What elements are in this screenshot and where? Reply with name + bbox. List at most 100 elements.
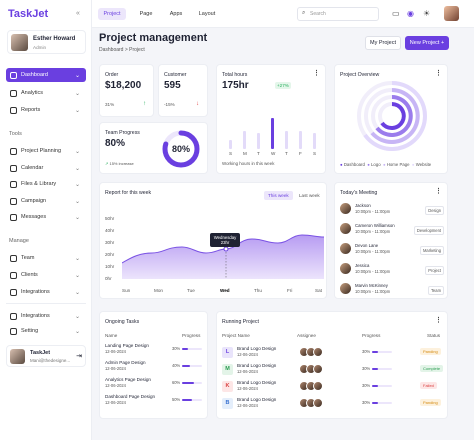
nav-integrations-bottom[interactable]: Integrations ⌄ [6, 309, 86, 323]
nav-reports[interactable]: Reports ⌄ [6, 103, 86, 117]
legend-dot: ● [340, 162, 343, 167]
breadcrumb[interactable]: Dashboard > Project [99, 47, 145, 53]
nav-messages[interactable]: Messages ⌄ [6, 210, 86, 224]
nav-team[interactable]: Team ⌄ [6, 251, 86, 265]
team-progress-label: Team Progress [105, 130, 140, 136]
task-row[interactable]: Admin Page Design 12-06-2024 40% [105, 360, 205, 375]
meeting-title: Today's Meeting [340, 190, 378, 196]
meeting-row[interactable]: Jackson 10:00pm - 11:00pm Design [340, 202, 444, 219]
project-progress-bar [372, 402, 392, 404]
project-date: 12-06-2024 [237, 386, 258, 391]
ring-label: 80% [172, 144, 190, 154]
meeting-tag: Team [427, 286, 444, 295]
avatar[interactable] [444, 6, 459, 21]
meeting-name: Marvin McKinney [355, 283, 388, 288]
legend-dot: ● [383, 162, 386, 167]
tab-apps[interactable]: Apps [169, 11, 183, 17]
collapse-icon[interactable]: « [76, 10, 80, 17]
overview-arc-website [363, 81, 427, 151]
user-box[interactable]: TaskJet Mani@thedesigne... ⇥ [6, 345, 86, 367]
meeting-row[interactable]: Devon Lane 10:00pm - 11:00pm Marketing [340, 242, 444, 259]
nav-dashboard[interactable]: Dashboard ⌄ [6, 68, 86, 82]
nav-clients[interactable]: Clients ⌄ [6, 268, 86, 282]
nav-setting[interactable]: Setting ⌄ [6, 324, 86, 338]
search-icon: ⌕ [302, 10, 306, 16]
project-letter-badge: L [222, 347, 233, 358]
legend-dot: ● [367, 162, 370, 167]
nav-analytics[interactable]: Analytics ⌄ [6, 86, 86, 100]
dashboard-icon [10, 71, 17, 79]
more-icon[interactable]: ⋮ [435, 317, 442, 324]
my-project-button[interactable]: My Project [365, 36, 401, 50]
task-row[interactable]: Landing Page Design 12-06-2024 30% [105, 343, 205, 358]
total-hours-card: Total hours 175hr +27% ⋮ S M T W T F S Working… [216, 64, 326, 174]
avatar [313, 347, 323, 357]
chat-icon[interactable]: ▭ [392, 9, 400, 18]
task-progress-fill [182, 382, 194, 384]
nav-project-planning[interactable]: Project Planning ⌄ [6, 144, 86, 158]
project-name: Brand Logo Design [237, 380, 277, 385]
task-row[interactable]: Dashboard Page Design 12-06-2024 50% [105, 394, 205, 409]
avatar [313, 364, 323, 374]
x-tick: Fri [287, 288, 293, 293]
task-progress-bar [182, 399, 202, 401]
sun-icon[interactable]: ☀ [423, 9, 431, 18]
analytics-icon [10, 89, 17, 97]
hours-bar [243, 131, 246, 149]
avatar [11, 34, 28, 51]
more-icon[interactable]: ⋮ [435, 70, 442, 77]
meeting-row[interactable]: Jessica 10:00pm - 11:00pm Project [340, 262, 444, 279]
logout-icon[interactable]: ⇥ [76, 353, 82, 360]
total-hours-value: 175hr [222, 80, 249, 91]
running-row[interactable]: K Brand Logo Design 12-06-2024 30% Failed [222, 380, 444, 395]
running-row[interactable]: L Brand Logo Design 12-06-2024 30% Panding [222, 346, 444, 361]
task-pct: 40% [172, 363, 181, 368]
task-progress-fill [182, 348, 188, 350]
assignee-avatars [299, 364, 325, 374]
nav-files[interactable]: Files & Library ⌄ [6, 177, 86, 191]
task-progress-fill [182, 365, 190, 367]
hours-bar [299, 131, 302, 149]
meeting-time: 10:00pm - 11:00pm [355, 209, 391, 214]
meeting-row[interactable]: Marvin McKinney 10:00pm - 11:00pm Team [340, 282, 444, 299]
customer-value: 595 [164, 80, 181, 91]
sidebar: TaskJet « Esther Howard Admin Dashboard ⌄… [0, 0, 92, 440]
trend-icon: ↗ [105, 161, 110, 166]
order-value: $18,200 [105, 80, 142, 91]
team-progress-sub: ↗ 15% increase [105, 161, 134, 166]
tab-project[interactable]: Project [98, 8, 126, 20]
running-row[interactable]: B Brand Logo Design 12-06-2024 30% Panding [222, 397, 444, 412]
project-name: Brand Logo Design [237, 346, 277, 351]
notification-icon[interactable]: ◉ [407, 9, 414, 18]
team-icon [10, 254, 17, 262]
nav-integrations[interactable]: Integrations ⌄ [6, 285, 86, 299]
task-name: Admin Page Design [105, 360, 146, 365]
project-status-badge: Complete [420, 365, 444, 372]
arrow-up-icon: ↑ [143, 101, 146, 107]
search-input[interactable]: ⌕ Search [297, 7, 379, 21]
more-icon[interactable]: ⋮ [435, 188, 442, 195]
hours-delta-badge: +27% [275, 82, 291, 89]
tab-page[interactable]: Page [139, 11, 153, 17]
meeting-name: Jackson [355, 203, 371, 208]
hours-day-label: W [271, 151, 276, 156]
last-week-toggle[interactable]: Last week [299, 193, 320, 198]
more-icon[interactable]: ⋮ [313, 70, 320, 77]
this-week-toggle[interactable]: This week [264, 191, 293, 200]
nav-campaign[interactable]: Campaign ⌄ [6, 194, 86, 208]
weekly-report-card: Report for this week This week Last week… [99, 182, 327, 299]
nav-calendar[interactable]: Calendar ⌄ [6, 161, 86, 175]
running-row[interactable]: M Brand Logo Design 12-06-2024 30% Complete [222, 363, 444, 378]
new-project-button[interactable]: New Project + [405, 36, 449, 50]
profile-card[interactable]: Esther Howard Admin [7, 30, 86, 54]
y-tick: 30hr [105, 240, 115, 245]
chevron-down-icon: ⌄ [74, 214, 80, 221]
meeting-row[interactable]: Cameron Williamson 10:00pm - 11:00pm Devel… [340, 222, 444, 239]
x-tick: Tue [187, 288, 195, 293]
tab-layout[interactable]: Layout [198, 11, 216, 17]
team-progress-card: Team Progress 80% ↗ 15% increase 80% [99, 122, 208, 174]
folder-icon [10, 180, 17, 188]
order-delta: 31% [105, 102, 115, 107]
task-row[interactable]: Analytics Page Design 12-06-2024 60% [105, 377, 205, 392]
hours-bar [229, 140, 232, 149]
